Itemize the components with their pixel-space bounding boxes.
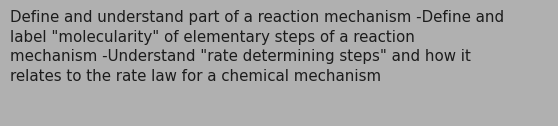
Text: Define and understand part of a reaction mechanism -Define and
label "moleculari: Define and understand part of a reaction… <box>10 10 504 84</box>
